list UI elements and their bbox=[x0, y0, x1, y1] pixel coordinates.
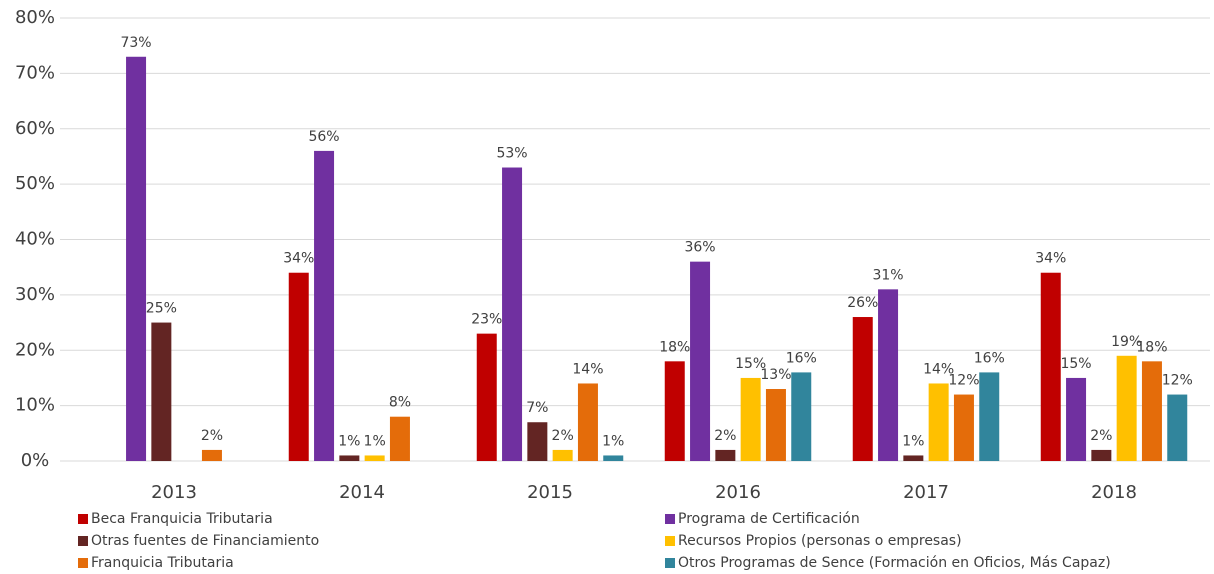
bar bbox=[502, 167, 523, 461]
x-tick-label: 2016 bbox=[715, 482, 761, 503]
value-label: 73% bbox=[120, 35, 151, 51]
value-label: 25% bbox=[146, 301, 177, 317]
bar bbox=[852, 317, 873, 461]
value-label: 12% bbox=[948, 373, 979, 389]
value-label: 15% bbox=[1060, 356, 1091, 372]
value-label: 1% bbox=[602, 433, 624, 449]
legend-label: Otras fuentes de Financiamiento bbox=[91, 533, 319, 549]
bar bbox=[928, 383, 949, 461]
legend-label: Recursos Propios (personas o empresas) bbox=[678, 533, 962, 549]
value-label: 8% bbox=[389, 395, 411, 411]
value-label: 1% bbox=[338, 433, 360, 449]
bar bbox=[527, 422, 548, 461]
bar bbox=[690, 261, 711, 461]
bar bbox=[126, 56, 147, 461]
y-tick-label: 30% bbox=[15, 284, 55, 305]
legend-swatch bbox=[665, 536, 675, 546]
value-label: 15% bbox=[735, 356, 766, 372]
legend-label: Beca Franquicia Tributaria bbox=[91, 511, 273, 527]
bar bbox=[878, 289, 899, 461]
legend-label: Franquicia Tributaria bbox=[91, 555, 234, 571]
bar bbox=[903, 455, 924, 461]
value-label: 1% bbox=[364, 433, 386, 449]
value-label: 2% bbox=[714, 428, 736, 444]
y-tick-label: 40% bbox=[15, 229, 55, 250]
value-label: 7% bbox=[526, 400, 548, 416]
value-label: 34% bbox=[283, 251, 314, 267]
bar bbox=[577, 383, 598, 461]
value-label: 2% bbox=[552, 428, 574, 444]
y-tick-label: 80% bbox=[15, 7, 55, 28]
bar bbox=[151, 322, 172, 461]
legend-swatch bbox=[78, 558, 88, 568]
y-tick-label: 20% bbox=[15, 339, 55, 360]
bar bbox=[1141, 361, 1162, 461]
value-label: 16% bbox=[974, 350, 1005, 366]
value-label: 53% bbox=[496, 146, 527, 162]
x-tick-label: 2017 bbox=[903, 482, 949, 503]
bar bbox=[1040, 272, 1061, 461]
x-tick-label: 2018 bbox=[1091, 482, 1137, 503]
value-label: 34% bbox=[1035, 251, 1066, 267]
value-label: 14% bbox=[923, 361, 954, 377]
bar bbox=[201, 449, 222, 461]
y-tick-label: 60% bbox=[15, 118, 55, 139]
value-label: 12% bbox=[1162, 373, 1193, 389]
y-tick-label: 0% bbox=[21, 450, 50, 471]
bar bbox=[389, 416, 410, 461]
bar bbox=[1116, 355, 1137, 461]
bar bbox=[664, 361, 685, 461]
y-tick-label: 10% bbox=[15, 395, 55, 416]
legend-label: Otros Programas de Sence (Formación en O… bbox=[678, 555, 1111, 571]
bar bbox=[715, 449, 736, 461]
bar bbox=[765, 389, 786, 461]
bar bbox=[314, 150, 335, 461]
legend-label: Programa de Certificación bbox=[678, 511, 860, 527]
value-label: 26% bbox=[847, 295, 878, 311]
value-label: 16% bbox=[786, 350, 817, 366]
bar bbox=[740, 377, 761, 461]
x-tick-label: 2015 bbox=[527, 482, 573, 503]
bar bbox=[339, 455, 360, 461]
legend-swatch bbox=[665, 514, 675, 524]
legend-swatch bbox=[665, 558, 675, 568]
value-label: 2% bbox=[1090, 428, 1112, 444]
x-tick-label: 2013 bbox=[151, 482, 197, 503]
bar bbox=[1091, 449, 1112, 461]
value-label: 13% bbox=[760, 367, 791, 383]
bar bbox=[364, 455, 385, 461]
value-label: 18% bbox=[1136, 339, 1167, 355]
value-label: 36% bbox=[684, 240, 715, 256]
legend-swatch bbox=[78, 514, 88, 524]
bar bbox=[603, 455, 624, 461]
x-tick-label: 2014 bbox=[339, 482, 385, 503]
value-label: 19% bbox=[1111, 334, 1142, 350]
bar bbox=[979, 372, 1000, 461]
value-label: 31% bbox=[872, 267, 903, 283]
y-tick-label: 50% bbox=[15, 173, 55, 194]
bar bbox=[1167, 394, 1188, 461]
bar bbox=[791, 372, 812, 461]
bar bbox=[552, 449, 573, 461]
bar bbox=[953, 394, 974, 461]
bar bbox=[1066, 377, 1087, 461]
bar bbox=[476, 333, 497, 461]
value-label: 56% bbox=[308, 129, 339, 145]
value-label: 18% bbox=[659, 339, 690, 355]
value-label: 1% bbox=[902, 433, 924, 449]
legend-swatch bbox=[78, 536, 88, 546]
value-label: 2% bbox=[201, 428, 223, 444]
bar bbox=[288, 272, 309, 461]
value-label: 14% bbox=[572, 361, 603, 377]
value-label: 23% bbox=[471, 312, 502, 328]
y-tick-label: 70% bbox=[15, 62, 55, 83]
